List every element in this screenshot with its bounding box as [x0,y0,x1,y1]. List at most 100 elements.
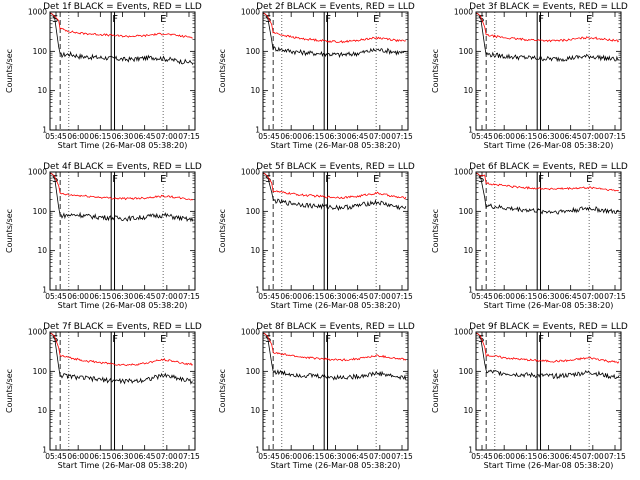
interval-marker-label: E [160,14,166,25]
y-tick-label: 1000 [454,328,473,337]
lld-series-line [50,332,194,367]
events-series-line [50,332,193,385]
interval-marker-label: F [538,174,544,185]
y-tick-label: 1000 [454,168,473,177]
y-tick-label: 1000 [28,168,47,177]
x-tick-label: 06:15 [516,452,538,461]
interval-marker-label: F [538,334,544,345]
x-tick-label: 05:45 [45,452,67,461]
lld-series-line [263,332,407,362]
x-tick-label: 06:15 [90,132,112,141]
y-tick-label: 1 [468,446,473,455]
x-tick-label: 05:45 [258,132,280,141]
lld-series-line [263,12,407,44]
y-tick-label: 1000 [28,8,47,17]
x-tick-label: 06:00 [493,452,515,461]
y-tick-label: 10 [463,86,473,95]
plot-frame [49,331,196,451]
x-tick-label: 06:45 [134,452,156,461]
lld-series-line [50,172,194,201]
events-series-line [263,332,407,381]
y-tick-label: 1 [468,286,473,295]
interval-marker-label: F [325,174,331,185]
x-tick-label: 06:30 [112,452,134,461]
y-tick-label: 1000 [241,168,260,177]
y-tick-label: 1 [255,126,260,135]
y-tick-label: 100 [33,207,48,216]
y-tick-label: 100 [246,207,261,216]
x-tick-label: 06:00 [67,132,89,141]
plot-frame [262,11,409,131]
x-tick-label: 06:15 [516,292,538,301]
detector-chart-3: Det 3f BLACK = Events, RED = LLD 1 10 100 10… [431,2,628,150]
x-axis-label: Start Time (26-Mar-08 05:38:20) [484,141,614,150]
y-tick-label: 1 [42,286,47,295]
x-tick-label: 06:00 [280,292,302,301]
x-tick-label: 06:00 [67,452,89,461]
x-tick-label: 07:00 [369,452,391,461]
x-tick-label: 07:00 [582,292,604,301]
detector-chart-2: Det 2f BLACK = Events, RED = LLD 1 10 100 10… [218,2,415,150]
interval-marker-label: E [160,334,166,345]
y-tick-label: 10 [37,86,47,95]
y-tick-label: 10 [250,86,260,95]
y-axis-label: Counts/sec [5,209,14,253]
x-tick-label: 06:00 [67,292,89,301]
y-tick-label: 1000 [454,8,473,17]
x-tick-label: 07:00 [156,292,178,301]
x-tick-label: 05:45 [258,452,280,461]
plot-frame [475,171,622,291]
y-axis-label: Counts/sec [218,209,227,253]
x-axis-label: Start Time (26-Mar-08 05:38:20) [58,461,188,470]
events-series-line [263,12,406,59]
x-tick-label: 05:45 [45,132,67,141]
x-tick-label: 05:45 [471,132,493,141]
x-axis-label: Start Time (26-Mar-08 05:38:20) [271,141,401,150]
y-tick-label: 10 [463,246,473,255]
detector-chart-9: Det 9f BLACK = Events, RED = LLD 1 10 100 10… [431,322,628,470]
interval-marker-label: E [586,174,592,185]
chart-title: Det 1f BLACK = Events, RED = LLD [43,2,202,12]
x-tick-label: 06:45 [134,292,156,301]
plot-frame [475,331,622,451]
events-series-line [50,12,194,65]
events-series-line [263,172,407,212]
y-tick-label: 1 [468,126,473,135]
events-series-line [476,172,620,215]
y-tick-label: 100 [459,367,474,376]
x-tick-label: 06:45 [347,132,369,141]
y-tick-label: 100 [459,207,474,216]
lld-series-line [476,172,619,192]
y-axis-label: Counts/sec [5,49,14,93]
interval-marker-label: E [373,14,379,25]
y-tick-label: 100 [33,47,48,56]
plot-frame [475,11,622,131]
x-axis-label: Start Time (26-Mar-08 05:38:20) [58,301,188,310]
chart-title: Det 5f BLACK = Events, RED = LLD [256,162,415,172]
x-tick-label: 07:15 [604,292,626,301]
x-tick-label: 07:00 [369,292,391,301]
y-tick-label: 100 [246,367,261,376]
x-tick-label: 07:15 [178,132,200,141]
x-tick-label: 06:30 [538,132,560,141]
detector-chart-1: Det 1f BLACK = Events, RED = LLD 1 10 100 10… [5,2,202,150]
x-tick-label: 06:30 [538,452,560,461]
x-tick-label: 06:45 [347,292,369,301]
x-tick-label: 06:30 [112,292,134,301]
x-tick-label: 06:45 [560,452,582,461]
detector-chart-4: Det 4f BLACK = Events, RED = LLD 1 10 100 10… [5,162,202,310]
x-axis-label: Start Time (26-Mar-08 05:38:20) [271,301,401,310]
y-axis-label: Counts/sec [218,369,227,413]
x-tick-label: 06:30 [538,292,560,301]
plot-frame [49,171,196,291]
detector-chart-7: Det 7f BLACK = Events, RED = LLD 1 10 100 10… [5,322,202,470]
x-tick-label: 06:15 [303,132,325,141]
x-axis-label: Start Time (26-Mar-08 05:38:20) [58,141,188,150]
interval-marker-label: F [325,14,331,25]
interval-marker-label: F [325,334,331,345]
y-axis-label: Counts/sec [431,369,440,413]
chart-title: Det 6f BLACK = Events, RED = LLD [469,162,628,172]
x-tick-label: 06:15 [90,452,112,461]
y-tick-label: 1000 [28,328,47,337]
y-tick-label: 1000 [241,8,260,17]
